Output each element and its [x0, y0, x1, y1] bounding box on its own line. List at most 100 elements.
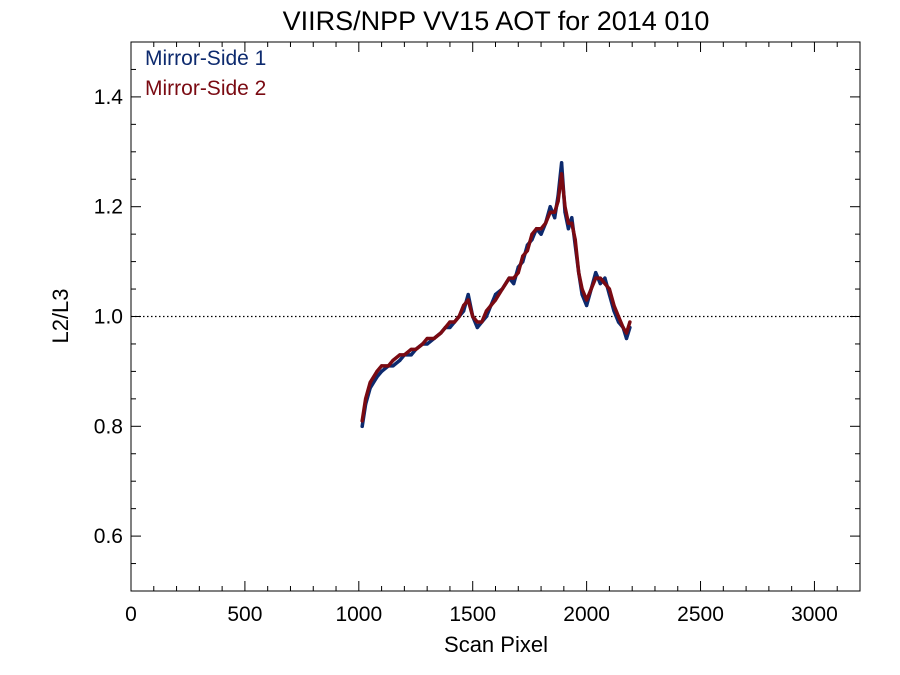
y-axis: 0.6 0.8 1.0 1.2 1.4: [94, 41, 860, 592]
series-point-mirror-side-2: [391, 358, 395, 362]
series-point-mirror-side-2: [443, 325, 447, 330]
series-point-mirror-side-1: [398, 358, 402, 362]
y-tick-label: 1.2: [94, 196, 123, 219]
series-point-mirror-side-1: [585, 303, 589, 308]
series-point-mirror-side-1: [391, 364, 395, 368]
series-point-mirror-side-2: [628, 320, 632, 324]
series-point-mirror-side-2: [624, 331, 629, 335]
series-point-mirror-side-1: [598, 282, 602, 286]
series-point-mirror-side-2: [462, 303, 466, 308]
series-point-mirror-side-2: [616, 314, 621, 319]
series-point-mirror-side-2: [589, 287, 593, 291]
series-point-mirror-side-2: [585, 298, 589, 302]
series-point-mirror-side-2: [521, 254, 525, 258]
x-axis-label: Scan Pixel: [444, 632, 548, 657]
series-point-mirror-side-2: [530, 232, 534, 236]
series-point-mirror-side-2: [548, 210, 552, 214]
x-tick-label: 3000: [791, 603, 838, 626]
series-point-mirror-side-2: [386, 364, 390, 368]
series-point-mirror-side-1: [539, 232, 543, 236]
series-point-mirror-side-1: [409, 353, 413, 357]
chart-title: VIIRS/NPP VV15 AOT for 2014 010: [283, 6, 710, 36]
series-point-mirror-side-2: [594, 276, 598, 280]
series-point-mirror-side-2: [360, 419, 364, 423]
series-point-mirror-side-1: [560, 161, 564, 165]
series-point-mirror-side-2: [566, 221, 571, 225]
series-point-mirror-side-2: [573, 238, 577, 242]
series-point-mirror-side-2: [484, 309, 488, 313]
series-point-mirror-side-2: [500, 287, 504, 291]
series-point-mirror-side-2: [409, 347, 413, 351]
series-point-mirror-side-2: [380, 364, 384, 368]
series-point-mirror-side-2: [457, 314, 461, 319]
series-point-mirror-side-2: [471, 314, 475, 319]
series-point-mirror-side-1: [493, 292, 498, 297]
series-point-mirror-side-2: [560, 172, 564, 176]
x-tick-label: 2000: [563, 603, 610, 626]
series-point-mirror-side-2: [539, 227, 543, 231]
series-point-mirror-side-2: [414, 347, 418, 351]
series-point-mirror-side-2: [448, 320, 452, 324]
series-point-mirror-side-2: [480, 320, 484, 324]
series-point-mirror-side-2: [612, 303, 616, 308]
series-point-mirror-side-2: [556, 199, 560, 203]
x-tick-label: 500: [227, 603, 262, 626]
series-point-mirror-side-2: [525, 249, 530, 253]
x-axis: 0 500 1000 1500 2000 2500 3000: [125, 42, 861, 626]
series-point-mirror-side-2: [577, 271, 581, 275]
y-axis-label: L2/L3: [48, 288, 73, 343]
series-point-mirror-side-2: [398, 353, 402, 357]
x-tick-label: 2500: [677, 603, 724, 626]
series-point-mirror-side-1: [553, 216, 557, 220]
series-point-mirror-side-1: [594, 271, 598, 275]
series-point-mirror-side-2: [516, 271, 520, 275]
x-tick-label: 0: [125, 603, 137, 626]
y-tick-label: 0.8: [94, 415, 123, 438]
series-point-mirror-side-1: [603, 276, 607, 280]
series-point-mirror-side-2: [507, 276, 511, 280]
series-point-mirror-side-1: [475, 325, 479, 330]
series-point-mirror-side-2: [421, 342, 425, 346]
legend-item-mirror-side-1: Mirror-Side 1: [145, 47, 266, 70]
series-point-mirror-side-2: [534, 227, 539, 231]
series-point-mirror-side-1: [466, 292, 470, 297]
series-point-mirror-side-1: [425, 342, 429, 346]
series-point-mirror-side-2: [580, 287, 584, 291]
series-point-mirror-side-2: [432, 336, 436, 341]
legend: Mirror-Side 1 Mirror-Side 2: [145, 47, 266, 100]
series-point-mirror-side-2: [544, 221, 548, 225]
y-tick-label: 1.4: [94, 86, 124, 109]
series-point-mirror-side-1: [548, 205, 552, 209]
plot-area: [130, 41, 861, 592]
series-point-mirror-side-2: [364, 397, 368, 401]
series-point-mirror-side-2: [466, 298, 470, 302]
series-point-mirror-side-2: [368, 380, 372, 384]
series-point-mirror-side-1: [570, 216, 574, 220]
series-point-mirror-side-2: [598, 276, 602, 280]
legend-item-mirror-side-2: Mirror-Side 2: [145, 77, 266, 100]
series-point-mirror-side-2: [563, 205, 567, 209]
series-point-mirror-side-2: [512, 276, 516, 280]
series-point-mirror-side-2: [603, 282, 607, 286]
y-tick-label: 0.6: [94, 525, 123, 548]
series-point-mirror-side-1: [360, 424, 364, 428]
series-point-mirror-side-1: [512, 282, 516, 286]
series-point-mirror-side-1: [448, 325, 452, 330]
series-point-mirror-side-2: [493, 298, 498, 302]
series-point-mirror-side-1: [624, 336, 629, 341]
series-point-mirror-side-1: [380, 369, 384, 373]
series-point-mirror-side-2: [475, 320, 479, 324]
series-point-mirror-side-1: [566, 227, 571, 231]
x-tick-label: 1500: [449, 603, 496, 626]
series-point-mirror-side-2: [621, 325, 625, 330]
series-point-mirror-side-2: [439, 331, 443, 335]
series-point-mirror-side-2: [553, 210, 557, 214]
series-point-mirror-side-2: [425, 336, 429, 341]
series-point-mirror-side-2: [570, 221, 574, 225]
series-point-mirror-side-1: [375, 375, 379, 379]
y-tick-label: 1.0: [94, 306, 123, 329]
series-point-mirror-side-2: [607, 287, 612, 291]
series-point-mirror-side-2: [452, 320, 457, 324]
series-point-mirror-side-2: [489, 303, 493, 308]
